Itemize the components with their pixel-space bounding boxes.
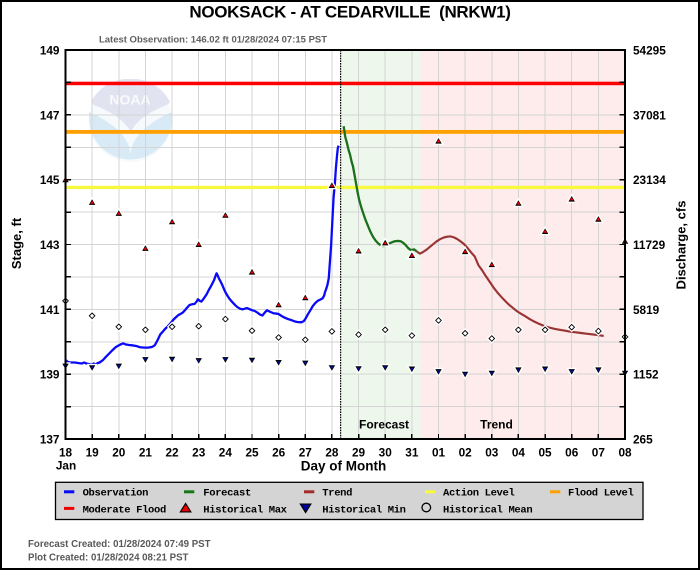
- svg-text:141: 141: [40, 303, 60, 317]
- svg-text:03: 03: [485, 446, 499, 460]
- svg-text:Historical Mean: Historical Mean: [443, 505, 532, 517]
- svg-text:02: 02: [459, 446, 473, 460]
- svg-text:Jan: Jan: [56, 459, 76, 473]
- svg-text:26: 26: [272, 446, 286, 460]
- svg-text:19: 19: [86, 446, 100, 460]
- svg-text:23: 23: [192, 446, 206, 460]
- svg-text:23134: 23134: [633, 173, 666, 187]
- svg-text:Plot Created: 01/28/2024 08:21: Plot Created: 01/28/2024 08:21 PST: [28, 553, 189, 564]
- svg-text:Forecast Created: 01/28/2024 0: Forecast Created: 01/28/2024 07:49 PST: [28, 539, 211, 550]
- svg-text:07: 07: [592, 446, 606, 460]
- svg-text:Action Level: Action Level: [443, 488, 514, 500]
- svg-text:Observation: Observation: [83, 488, 149, 500]
- svg-text:Historical Max: Historical Max: [203, 505, 287, 517]
- svg-text:37081: 37081: [633, 108, 666, 122]
- svg-text:Moderate Flood: Moderate Flood: [83, 505, 166, 517]
- svg-text:145: 145: [40, 173, 60, 187]
- svg-text:5819: 5819: [633, 303, 660, 317]
- svg-text:Historical Min: Historical Min: [322, 505, 405, 517]
- svg-text:25: 25: [245, 446, 259, 460]
- svg-text:21: 21: [139, 446, 153, 460]
- svg-text:54295: 54295: [633, 44, 666, 58]
- svg-text:Stage, ft: Stage, ft: [9, 217, 24, 269]
- svg-text:Flood Level: Flood Level: [568, 488, 634, 500]
- svg-text:139: 139: [40, 368, 60, 382]
- svg-text:137: 137: [40, 433, 60, 447]
- svg-text:Latest Observation: 146.02 ft: Latest Observation: 146.02 ft 01/28/2024…: [99, 35, 327, 46]
- svg-text:20: 20: [112, 446, 126, 460]
- svg-text:NOOKSACK - AT CEDARVILLE (NRK: NOOKSACK - AT CEDARVILLE (NRKW1): [189, 3, 510, 22]
- svg-text:18: 18: [59, 446, 73, 460]
- svg-text:NOAA: NOAA: [109, 92, 150, 108]
- svg-text:143: 143: [40, 238, 60, 252]
- svg-text:29: 29: [352, 446, 366, 460]
- svg-text:Forecast: Forecast: [203, 488, 251, 500]
- svg-text:Forecast: Forecast: [359, 418, 409, 432]
- svg-text:30: 30: [379, 446, 393, 460]
- svg-text:22: 22: [166, 446, 180, 460]
- svg-text:11729: 11729: [633, 238, 666, 252]
- svg-text:149: 149: [40, 44, 60, 58]
- svg-text:Trend: Trend: [480, 418, 513, 432]
- svg-text:265: 265: [633, 433, 653, 447]
- svg-text:04: 04: [512, 446, 526, 460]
- svg-text:Day of Month: Day of Month: [301, 459, 387, 474]
- svg-text:147: 147: [40, 108, 60, 122]
- svg-text:Discharge, cfs: Discharge, cfs: [674, 201, 689, 290]
- svg-text:1152: 1152: [633, 368, 659, 382]
- svg-text:27: 27: [299, 446, 313, 460]
- svg-text:05: 05: [539, 446, 553, 460]
- svg-text:28: 28: [325, 446, 339, 460]
- svg-text:08: 08: [618, 446, 632, 460]
- svg-text:24: 24: [219, 446, 233, 460]
- svg-text:Trend: Trend: [322, 488, 352, 500]
- svg-text:31: 31: [405, 446, 419, 460]
- svg-text:01: 01: [432, 446, 446, 460]
- svg-text:06: 06: [565, 446, 579, 460]
